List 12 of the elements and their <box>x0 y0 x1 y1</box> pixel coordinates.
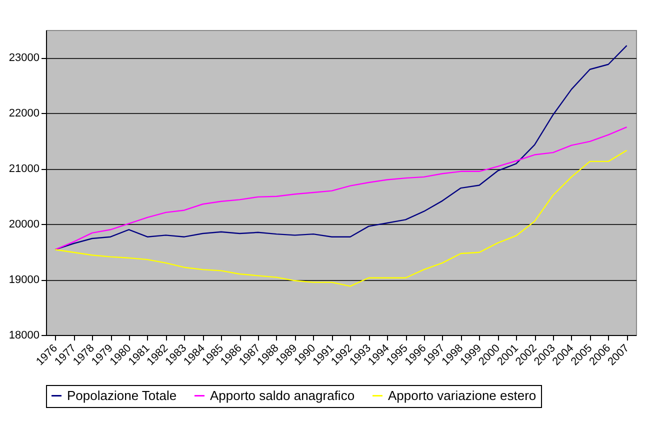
y-tick-label: 19000 <box>8 274 40 286</box>
y-tick-label: 23000 <box>8 52 40 64</box>
legend-label: Apporto variazione estero <box>388 388 536 403</box>
y-tick-label: 22000 <box>8 108 40 120</box>
legend-label: Popolazione Totale <box>67 388 177 403</box>
line-series <box>54 44 628 250</box>
line-series <box>54 126 628 250</box>
y-tick-label: 21000 <box>8 163 40 176</box>
y-tick-label: 18000 <box>8 330 40 342</box>
legend-label: Apporto saldo anagrafico <box>210 388 355 403</box>
line-series <box>54 150 628 287</box>
y-tick-label: 20000 <box>8 218 40 231</box>
